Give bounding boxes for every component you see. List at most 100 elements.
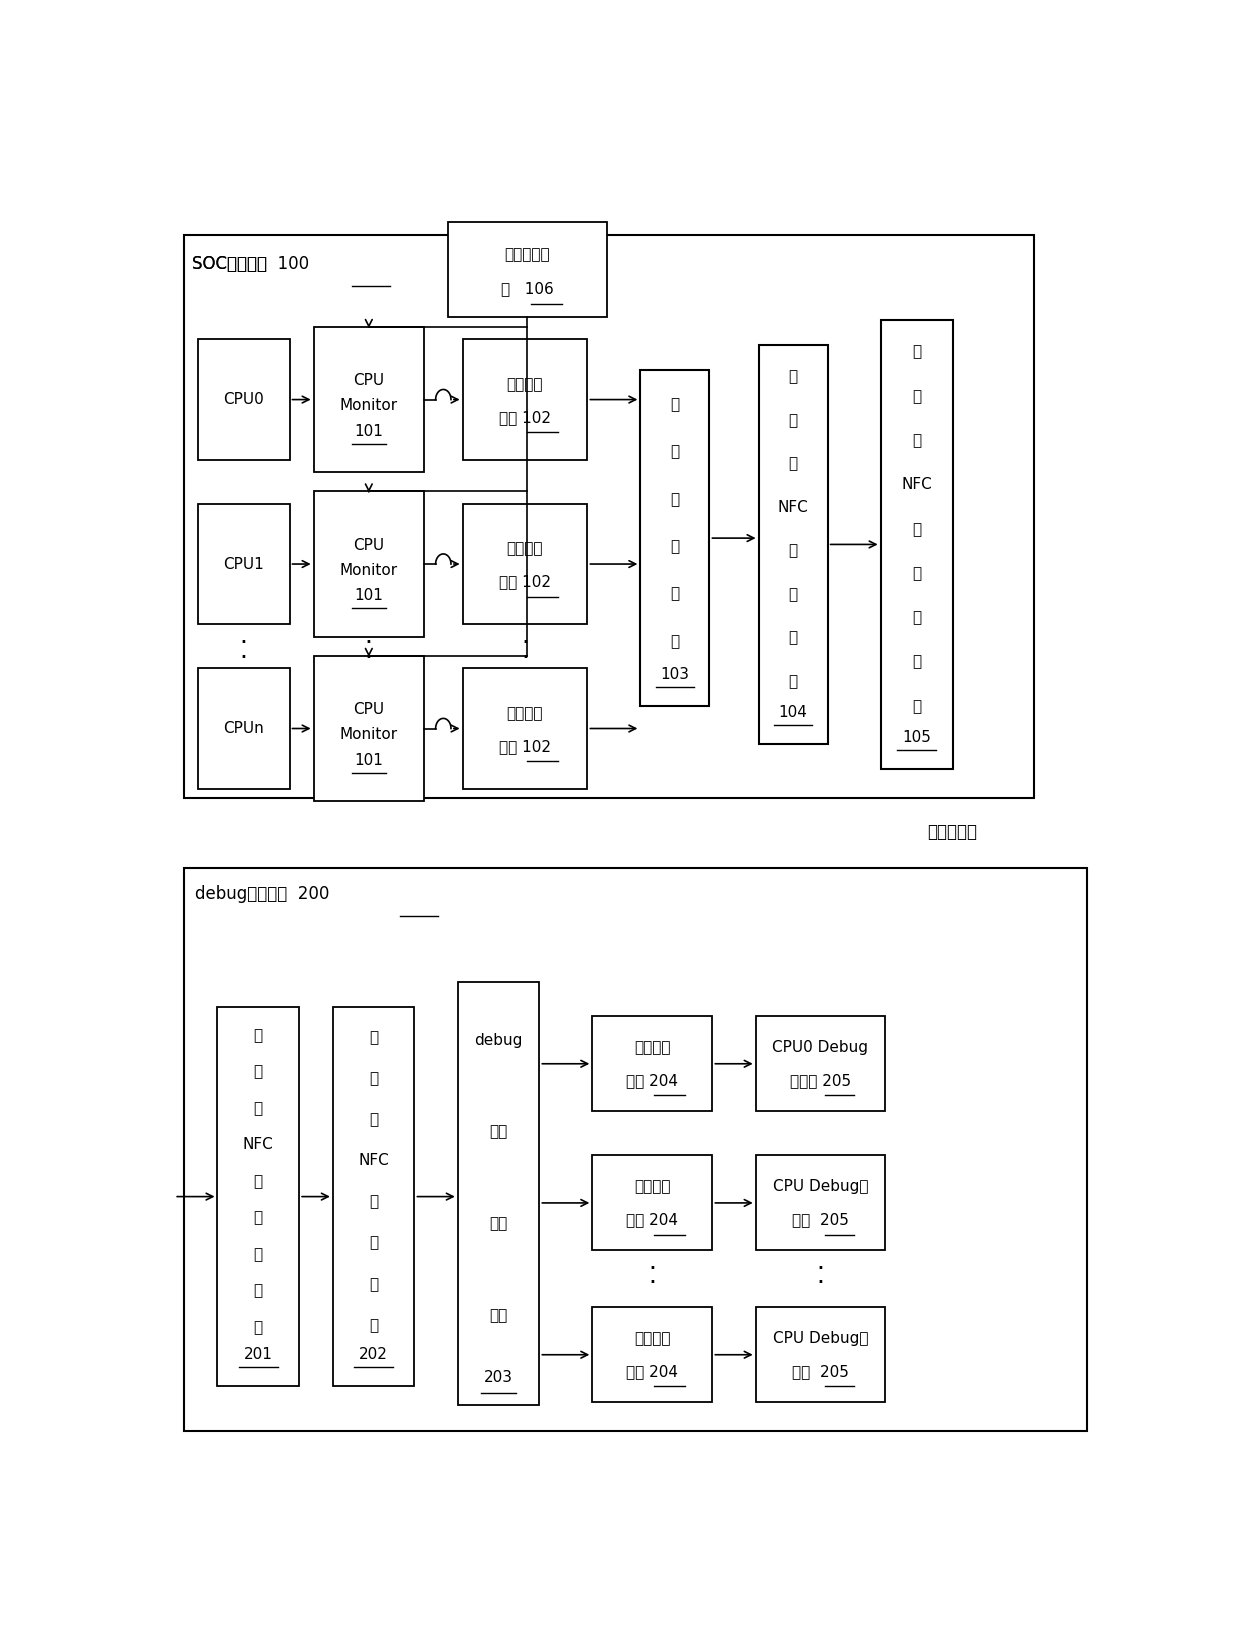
Text: 元: 元 [913, 698, 921, 713]
Text: 芜: 芜 [913, 345, 921, 360]
Text: 202: 202 [360, 1347, 388, 1362]
Text: NFC: NFC [901, 478, 932, 493]
Bar [463, 669, 588, 789]
Text: 101: 101 [355, 752, 383, 767]
Text: .: . [521, 624, 529, 647]
Bar [458, 981, 539, 1405]
Text: debug: debug [475, 1032, 523, 1048]
Bar [463, 504, 588, 624]
Text: 信: 信 [913, 567, 921, 582]
Bar [314, 491, 424, 637]
Text: 单元 102: 单元 102 [498, 575, 551, 590]
Text: 器   106: 器 106 [501, 281, 554, 296]
Bar [640, 370, 709, 706]
Bar [314, 656, 424, 802]
Text: 调: 调 [370, 1071, 378, 1086]
Text: CPU0 Debug: CPU0 Debug [773, 1040, 868, 1055]
Text: 单元 102: 单元 102 [498, 739, 551, 754]
Text: NFC: NFC [777, 499, 808, 514]
Text: CPU: CPU [353, 373, 384, 388]
Text: 合: 合 [671, 491, 680, 506]
Text: debug解调电路  200: debug解调电路 200 [196, 886, 330, 904]
Bar [755, 1017, 885, 1111]
Text: 息池  205: 息池 205 [792, 1213, 849, 1227]
Text: 端: 端 [370, 1112, 378, 1127]
Text: 信息池 205: 信息池 205 [790, 1073, 851, 1088]
Bar [593, 1308, 713, 1401]
Text: 单元 204: 单元 204 [626, 1073, 678, 1088]
Text: CPUn: CPUn [223, 721, 264, 736]
Bar [198, 340, 290, 460]
Text: 调: 调 [254, 1065, 263, 1079]
Bar [593, 1155, 713, 1250]
Text: 制: 制 [370, 1236, 378, 1250]
Text: NFC: NFC [358, 1153, 389, 1168]
Bar [755, 1155, 885, 1250]
Text: 场: 场 [254, 1247, 263, 1262]
Text: 103: 103 [661, 667, 689, 682]
Text: 单元 204: 单元 204 [626, 1364, 678, 1378]
Text: 单元 102: 单元 102 [498, 409, 551, 426]
Text: 单: 单 [913, 654, 921, 670]
Text: CPU1: CPU1 [223, 557, 264, 572]
Text: 并: 并 [671, 539, 680, 554]
Text: 元: 元 [370, 1318, 378, 1332]
Text: 101: 101 [355, 424, 383, 439]
Text: 端: 端 [789, 457, 797, 472]
Bar [880, 320, 952, 769]
Text: .: . [239, 639, 248, 664]
Text: .: . [816, 1265, 825, 1288]
Text: 控: 控 [370, 1194, 378, 1209]
Text: 105: 105 [903, 729, 931, 744]
Text: 单: 单 [789, 631, 797, 646]
Bar [217, 1007, 299, 1387]
Text: 101: 101 [355, 588, 383, 603]
Bar [759, 345, 828, 744]
Text: 元: 元 [671, 634, 680, 649]
Text: .: . [649, 1265, 657, 1288]
Text: 拆分: 拆分 [490, 1216, 507, 1231]
Text: SOC多核芯片  100: SOC多核芯片 100 [191, 255, 309, 273]
Bar [755, 1308, 885, 1401]
Text: 信息解包: 信息解包 [634, 1331, 671, 1346]
Text: .: . [521, 639, 529, 664]
Text: Monitor: Monitor [340, 398, 398, 414]
Text: 制: 制 [789, 587, 797, 601]
Text: 息: 息 [671, 444, 680, 460]
Text: 片: 片 [913, 389, 921, 404]
Text: 芜: 芜 [789, 370, 797, 384]
Text: .: . [239, 624, 248, 647]
Text: 信息解包: 信息解包 [634, 1180, 671, 1194]
Text: 通: 通 [254, 1173, 263, 1190]
Text: SOC多核芯片: SOC多核芯片 [191, 255, 277, 273]
Text: 解: 解 [370, 1030, 378, 1045]
Text: 信息打包: 信息打包 [507, 376, 543, 393]
Text: 信息: 信息 [490, 1124, 507, 1139]
Text: 104: 104 [779, 705, 807, 720]
Text: 息池  205: 息池 205 [792, 1364, 849, 1378]
Text: 单: 单 [370, 1277, 378, 1291]
Text: .: . [649, 1250, 657, 1275]
Text: .: . [816, 1250, 825, 1275]
Text: 203: 203 [484, 1370, 513, 1385]
Text: 信息解包: 信息解包 [634, 1040, 671, 1055]
Text: Monitor: Monitor [340, 564, 398, 578]
Text: 端: 端 [254, 1101, 263, 1116]
Text: 单元 204: 单元 204 [626, 1213, 678, 1227]
Bar [184, 235, 1034, 798]
Text: 信: 信 [254, 1211, 263, 1226]
Text: 信息打包: 信息打包 [507, 541, 543, 557]
Text: 单元: 单元 [490, 1308, 507, 1323]
Bar [593, 1017, 713, 1111]
Text: 时间戳控制: 时间戳控制 [505, 246, 551, 263]
Bar [463, 340, 588, 460]
Text: 端: 端 [913, 434, 921, 449]
Text: 信: 信 [671, 398, 680, 412]
Bar [448, 222, 606, 317]
Text: 通: 通 [913, 522, 921, 537]
Text: CPU: CPU [353, 702, 384, 716]
Text: 控: 控 [789, 544, 797, 559]
Text: 201: 201 [244, 1347, 273, 1362]
Text: 无线场通信: 无线场通信 [928, 823, 977, 841]
Text: 信息打包: 信息打包 [507, 706, 543, 721]
